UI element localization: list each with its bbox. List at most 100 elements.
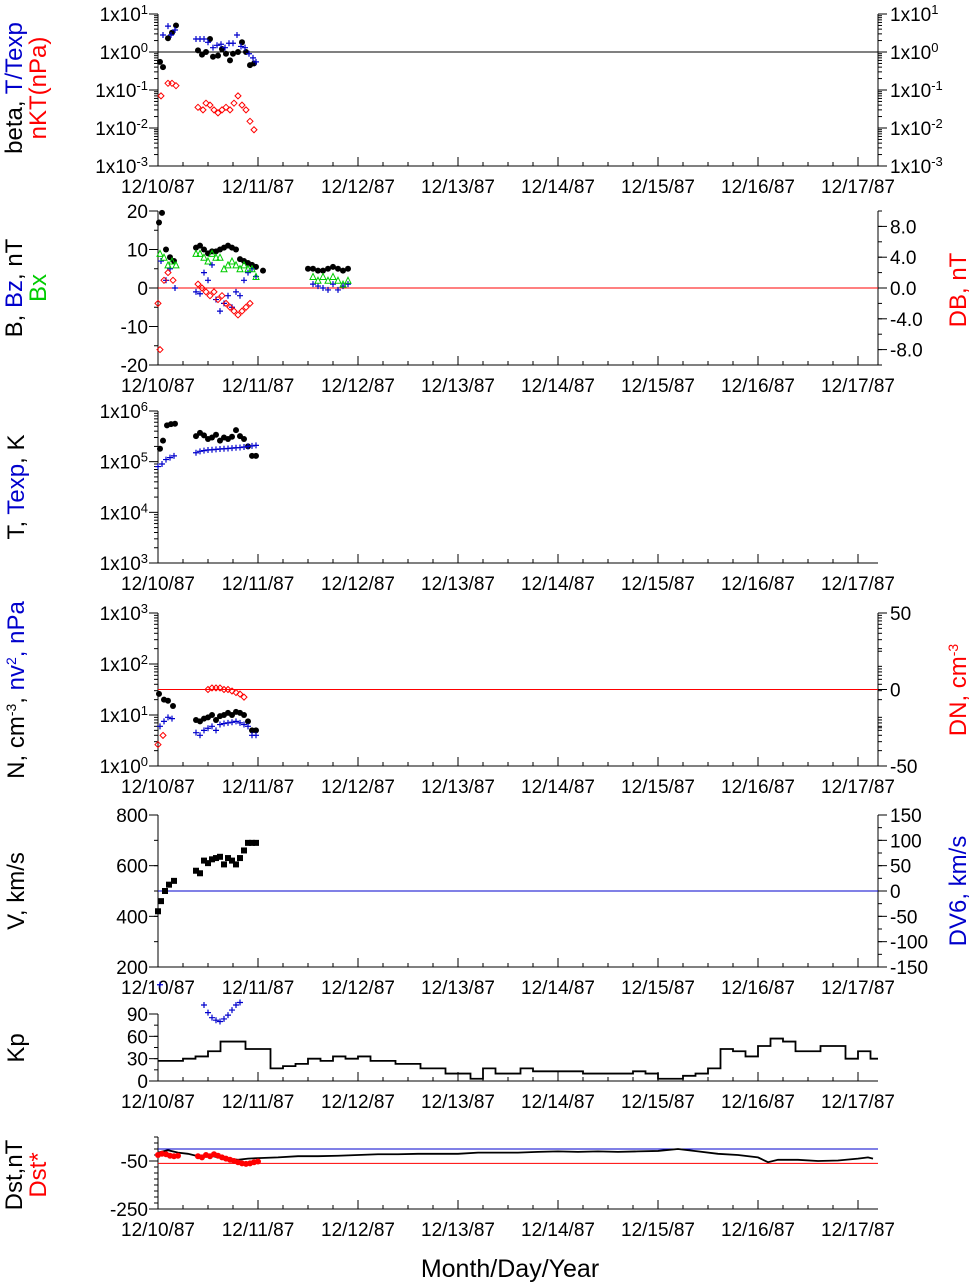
y-tick-label: 1x105 [100,449,148,474]
data-point [230,40,236,47]
label-part: Kp [3,1033,30,1062]
data-point [201,246,207,253]
y-tick-base: 1x10 [890,119,931,140]
x-tick-label: 12/12/87 [321,1220,395,1241]
data-point [212,253,220,261]
x-tick-label: 12/17/87 [821,777,895,798]
y2-tick-label: -50 [890,757,917,778]
x-tick-label: 12/17/87 [821,1092,895,1113]
data-point [160,276,168,285]
data-point [162,888,168,894]
y-axis-label: Dst* [25,1152,52,1197]
label-part: 2 [3,657,19,665]
data-point [218,41,224,48]
data-point [205,277,211,284]
y-tick-label-right: 1x10-3 [890,154,943,179]
y2-tick-label: -50 [890,907,917,928]
data-point [205,1009,211,1016]
data-point [173,22,179,29]
data-point [244,264,252,273]
data-point [157,92,165,100]
y-tick-label: 1x101 [100,703,148,728]
y-tick-exponent: 5 [141,449,148,464]
y2-axis-label: DB, nT [945,252,972,327]
data-point [197,870,203,877]
data-point [238,307,246,315]
y-tick-base: 1x10 [100,655,141,676]
data-point [172,420,178,427]
data-point [310,265,316,272]
label-part: T/Texp [1,22,28,94]
data-point [210,106,218,114]
y2-tick-label: -8.0 [890,341,923,362]
data-point [233,427,239,434]
y-tick-label: 1x101 [100,2,148,27]
data-point [165,23,171,30]
data-point [230,50,236,57]
data-point [217,721,223,728]
data-point [198,284,206,292]
label-part: DB, nT [945,252,972,327]
y2-tick-label: -100 [890,933,928,954]
x-tick-label: 12/11/87 [222,1092,295,1113]
data-point [205,860,211,867]
x-tick-label: 12/16/87 [721,1092,795,1113]
x-tick-label: 12/14/87 [521,1092,595,1113]
label-part: T, [3,515,30,540]
data-point [164,268,172,277]
data-point [158,258,164,265]
data-point [237,292,243,299]
y-tick-exponent: -1 [931,78,943,93]
data-point [335,265,341,272]
data-point [193,433,199,440]
data-point [245,839,251,846]
data-point [238,101,246,109]
data-point [236,264,244,273]
x-tick-label: 12/17/87 [821,574,895,595]
data-point [229,857,235,864]
data-point [228,687,236,695]
data-point [225,719,231,726]
data-point [242,106,250,114]
data-point [219,45,225,52]
y-tick-exponent: -1 [136,78,148,93]
data-point [209,723,215,730]
panel-b: 20 10 0 -10 -20 8.0 4.0 0.0 -4.0 -8.0 12/10/87 12/1… [1,202,972,397]
y-axis-label: B, Bz, nT [1,238,28,337]
label-part: beta, [1,94,28,154]
data-point [221,1015,227,1022]
data-point [156,345,164,354]
data-point [250,126,258,134]
data-point [309,272,317,280]
y-axis-label: V, km/s [3,852,30,930]
data-point [194,280,202,288]
data-point [168,79,176,88]
x-tick-label: 12/15/87 [621,574,695,595]
y-tick-label: 1x104 [100,500,148,525]
x-tick-label: 12/11/87 [222,978,295,999]
data-point [314,276,322,284]
y2-tick-label: 0 [890,681,901,702]
data-point [213,716,219,723]
y-tick-base: 1x10 [890,43,931,64]
data-point [201,35,207,42]
y2-tick-label: 4.0 [890,248,916,269]
y2-tick-label: 0 [890,882,901,903]
x-tick-label: 12/16/87 [721,1220,795,1241]
label-part: -3 [3,704,19,717]
y-axis-label: Kp [3,1033,30,1062]
x-tick-label: 12/17/87 [821,376,895,397]
data-point [202,288,210,296]
data-point [201,269,207,276]
y-tick-base: 1x10 [100,402,141,423]
data-point [233,1002,239,1008]
data-point [165,35,171,42]
data-point [339,280,347,288]
y-axis-label: N, cm-3, nv2, nPa [3,601,30,779]
x-tick-label: 12/15/87 [621,1092,695,1113]
x-tick-label: 12/17/87 [821,1220,895,1241]
data-point [197,242,203,249]
data-point [227,57,233,64]
